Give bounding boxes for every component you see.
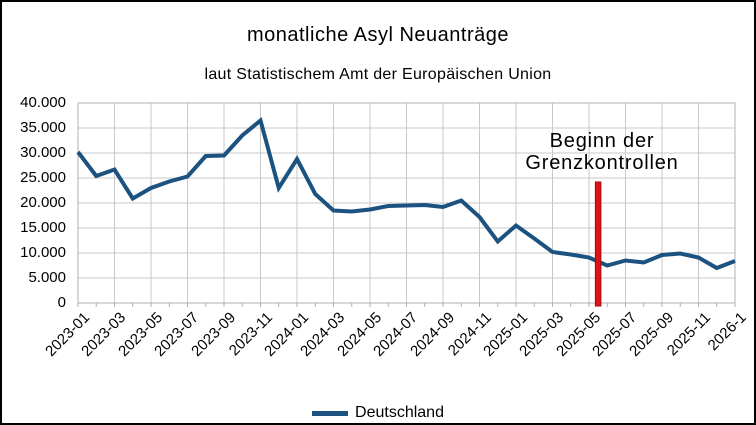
legend-line-swatch [312,410,349,416]
y-axis-label: 25.000 [20,169,66,186]
y-axis-label: 10.000 [20,244,66,261]
y-axis-label: 40.000 [20,94,66,111]
chart-legend: Deutschland [2,403,754,423]
y-axis-label: 30.000 [20,144,66,161]
annotation-border-controls: Beginn der Grenzkontrollen [525,130,678,174]
x-axis-label: 2026-1 [704,309,751,355]
y-axis-label: 5.000 [28,269,66,286]
y-axis-label: 15.000 [20,219,66,236]
annotation-line-1: Beginn der [549,130,655,152]
y-axis-label: 35.000 [20,119,66,136]
border-controls-marker-line [594,181,602,307]
chart-title: monatliche Asyl Neuanträge [246,24,510,46]
annotation-line-2: Grenzkontrollen [525,152,679,174]
y-axis-label: 20.000 [20,194,66,211]
legend-series-label: Deutschland [355,404,444,421]
y-axis-label: 0 [57,294,66,311]
chart-subtitle: laut Statistischem Amt der Europäischen … [204,66,552,83]
